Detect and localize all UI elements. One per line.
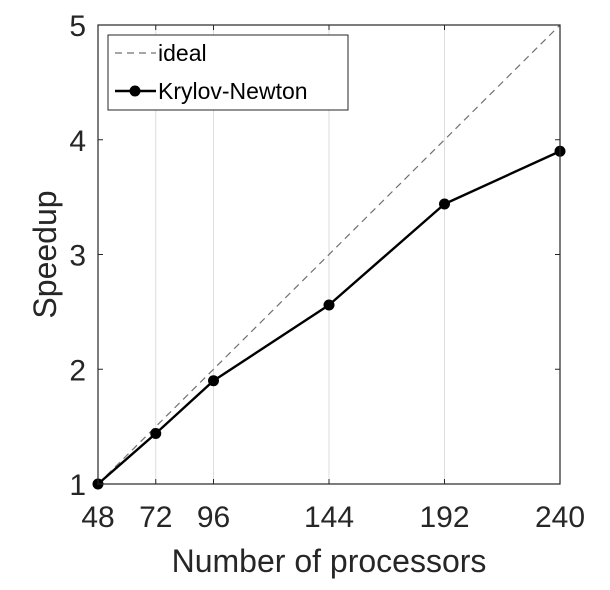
y-tick-label-5: 5 xyxy=(69,10,86,43)
x-tick-label-96: 96 xyxy=(197,501,230,534)
y-tick-label-4: 4 xyxy=(69,125,86,158)
series-line-krylov-newton xyxy=(97,150,561,485)
x-axis-ticks: 48 72 96 144 192 240 xyxy=(81,25,585,534)
x-tick-label-48: 48 xyxy=(81,501,114,534)
x-tick-label-144: 144 xyxy=(304,501,354,534)
y-tick-label-1: 1 xyxy=(69,469,86,502)
y-tick-label-2: 2 xyxy=(69,354,86,387)
data-point-krylov-newton-72 xyxy=(150,428,162,440)
legend-entry-krylov-newton: Krylov-Newton xyxy=(158,78,308,104)
x-tick-label-240: 240 xyxy=(535,501,585,534)
series-line-ideal xyxy=(97,24,561,485)
x-tick-label-72: 72 xyxy=(139,501,172,534)
series-layer xyxy=(92,24,566,490)
legend-marker-krylov-newton xyxy=(129,85,141,97)
x-tick-label-192: 192 xyxy=(419,501,469,534)
y-tick-label-3: 3 xyxy=(69,240,86,273)
x-axis-label: Number of processors xyxy=(172,543,487,579)
data-point-krylov-newton-192 xyxy=(439,198,450,210)
data-point-krylov-newton-96 xyxy=(208,375,219,387)
data-point-krylov-newton-144 xyxy=(323,299,335,311)
legend-entry-ideal: ideal xyxy=(158,40,207,66)
legend-box xyxy=(107,34,349,111)
y-axis-label: Speedup xyxy=(27,190,63,318)
legend: ideal Krylov-Newton xyxy=(107,34,349,111)
y-axis-ticks: 1 2 3 4 5 xyxy=(69,10,560,502)
